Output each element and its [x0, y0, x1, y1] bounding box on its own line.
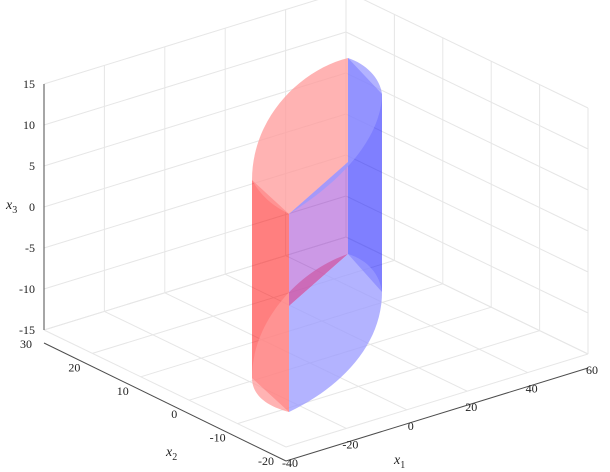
- y-tick-label: 0: [171, 407, 177, 421]
- z-tick-label: -10: [19, 282, 35, 296]
- grid-line-back-wall: [43, 0, 319, 85]
- grid-line-side-wall: [345, 31, 589, 150]
- y-tick-label: 10: [117, 384, 129, 398]
- grid-line-floor: [104, 310, 347, 429]
- z-tick-label: 15: [23, 77, 35, 91]
- x-tick-label: 20: [465, 400, 477, 414]
- z-tick-label: 0: [29, 200, 35, 214]
- red-bottom-cap: [252, 254, 348, 412]
- x-axis-label-main: x: [393, 453, 401, 468]
- grid-line-side-wall: [345, 154, 589, 273]
- z-axis-label-sub: 3: [12, 205, 17, 216]
- z-tick-label: -15: [19, 323, 35, 337]
- z-tick-label: 5: [29, 159, 35, 173]
- y-tick-label: 20: [68, 360, 80, 374]
- z-tick-label: 10: [23, 118, 35, 132]
- grid-line-side-wall: [345, 113, 589, 232]
- y-axis-label-main: x: [165, 445, 173, 460]
- red-top-cap: [252, 58, 348, 214]
- grid-line-floor: [43, 329, 287, 448]
- grid-line-side-wall: [345, 195, 589, 314]
- x-tick-label: 0: [408, 419, 414, 433]
- grid-line-floor: [285, 353, 589, 448]
- x-axis-label-sub: 1: [400, 460, 405, 471]
- y-tick-labels: -20 -10 0 10 20 30: [20, 337, 274, 468]
- grid-line-back-wall: [43, 31, 347, 126]
- grid-line-side-wall: [363, 0, 589, 109]
- y-tick-label: -20: [258, 454, 274, 468]
- series-red-solid: [252, 58, 348, 412]
- x-tick-labels: -40 -20 0 20 40 60: [282, 363, 598, 470]
- blue-top-cap: [289, 58, 382, 214]
- z-axis-label-main: x: [5, 198, 13, 213]
- grid-line-side-wall: [345, 236, 589, 355]
- x-tick-label: -40: [282, 456, 298, 470]
- y-tick-label: -10: [210, 431, 226, 445]
- z-tick-label: -5: [25, 241, 35, 255]
- x-tick-label: -20: [342, 437, 358, 451]
- y-tick-label: 30: [20, 337, 32, 351]
- y-axis-label: x2: [165, 445, 177, 463]
- blue-middle-face: [289, 162, 348, 306]
- series-blue-solid: [289, 58, 382, 412]
- grid-line-back-wall: [43, 195, 347, 290]
- grid-line-side-wall: [345, 72, 589, 191]
- x-tick-label: 60: [586, 363, 598, 377]
- x-axis-line: [285, 367, 589, 462]
- x-tick-label: 40: [526, 382, 538, 396]
- x-axis-label: x1: [393, 453, 405, 471]
- grid-line-back-wall: [43, 236, 347, 331]
- z-tick-labels: -15 -10 -5 0 5 10 15: [19, 77, 35, 337]
- y-axis-label-sub: 2: [172, 452, 177, 463]
- blue-bottom-cap: [289, 254, 382, 412]
- z-axis-label: x3: [5, 198, 17, 216]
- y-axis-line: [43, 342, 287, 462]
- axes: [43, 84, 589, 462]
